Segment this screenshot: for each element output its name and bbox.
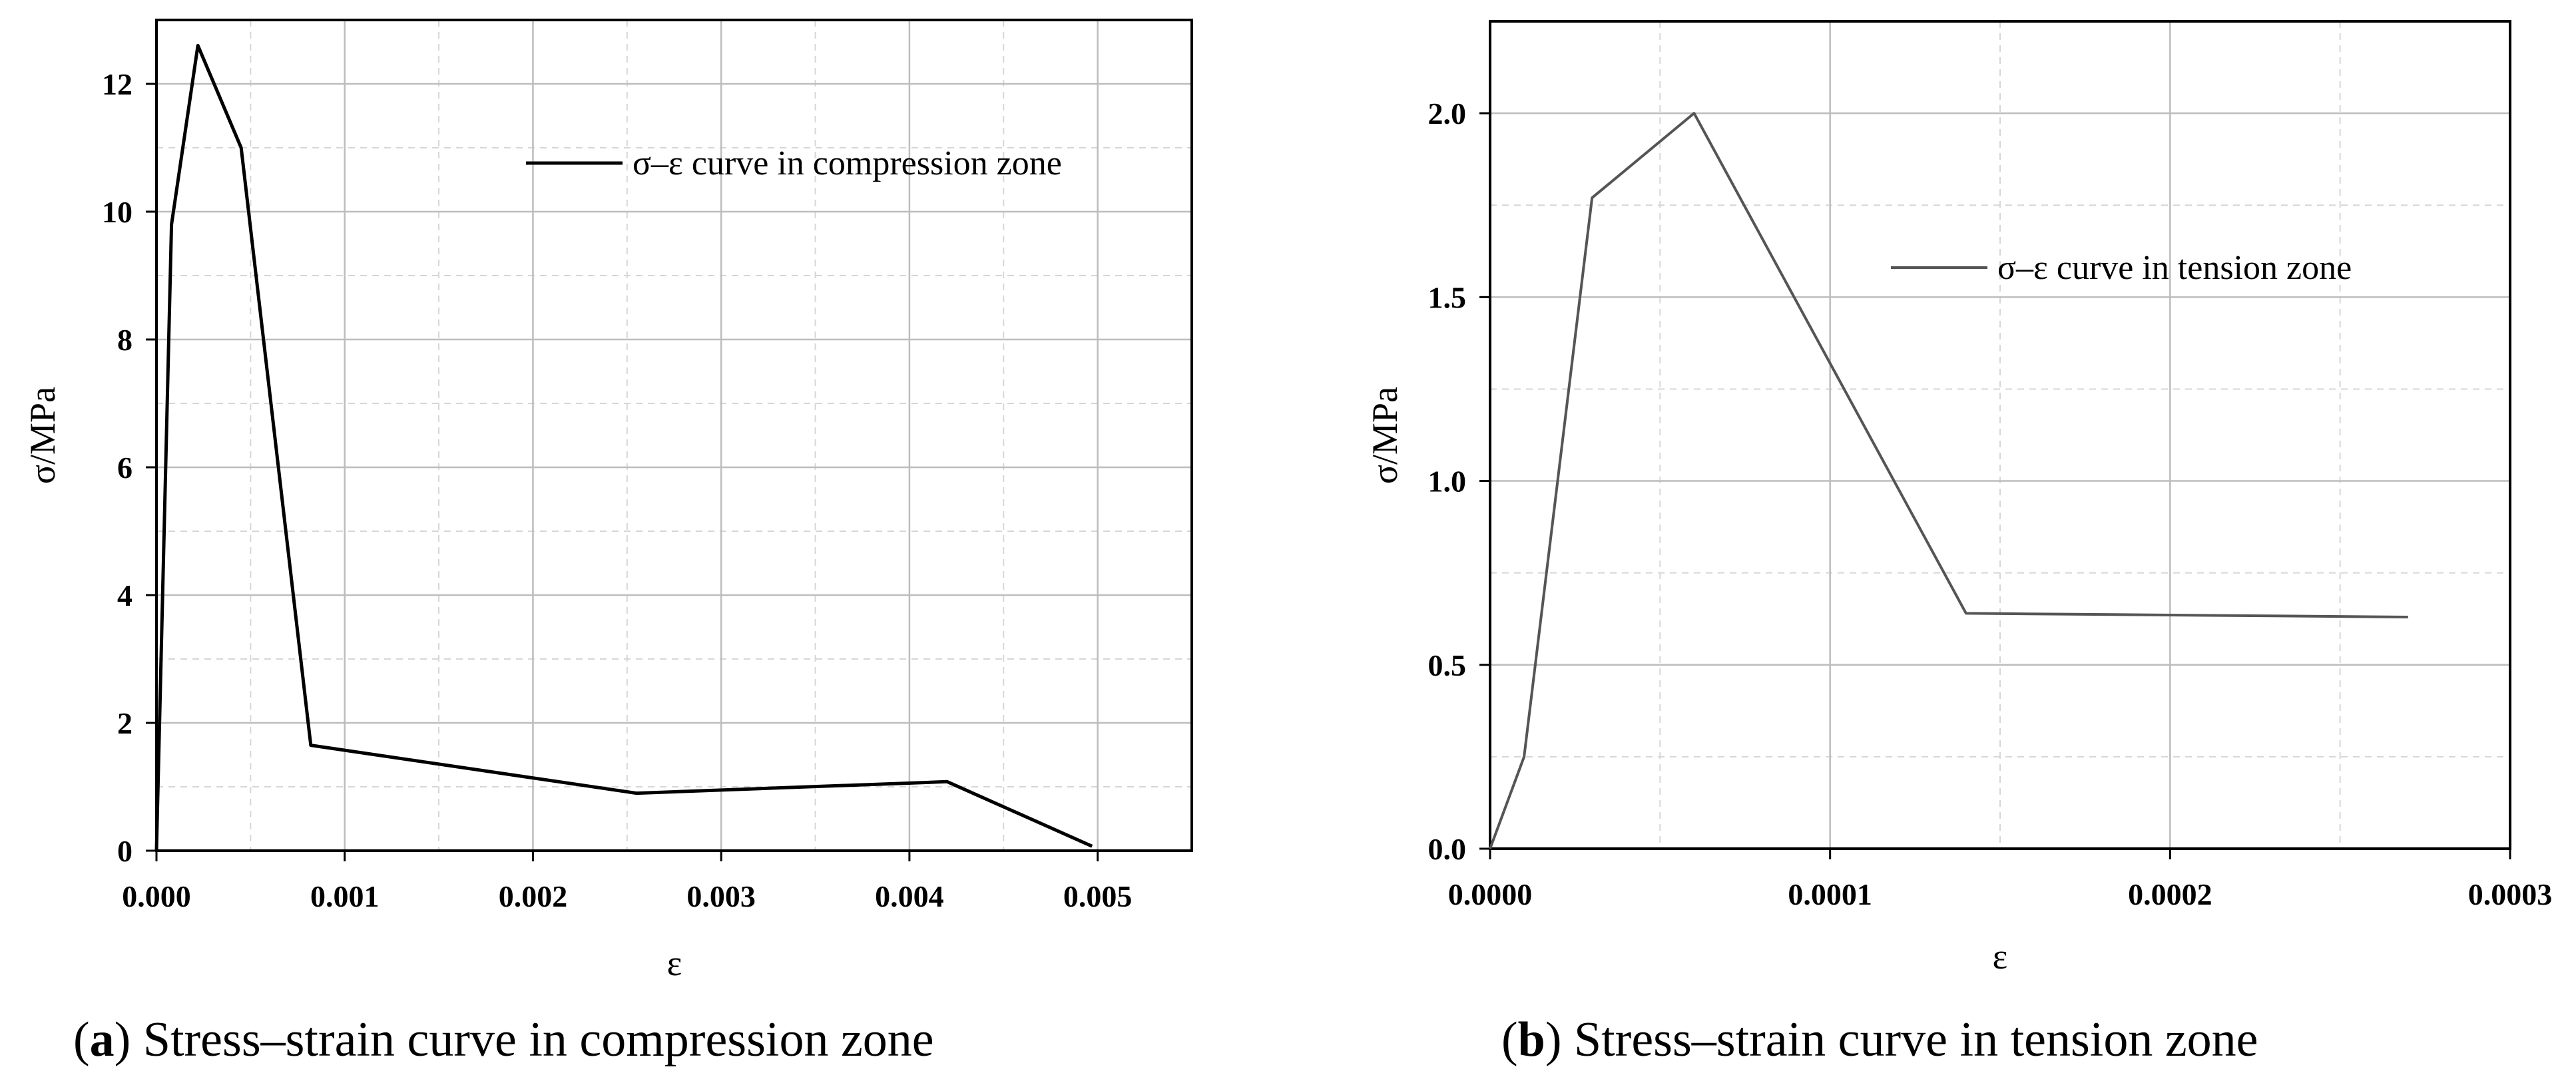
chart-b-y-tick-label-4: 2.0 (1428, 97, 1467, 130)
chart-a-x-tick-label-1: 0.001 (310, 879, 380, 913)
chart-b-y-tick-label-0: 0.0 (1428, 832, 1467, 866)
chart-a-y-tick-label-5: 10 (102, 195, 132, 229)
chart-a-y-tick-label-1: 2 (117, 706, 132, 740)
chart-a-x-tick-label-5: 0.005 (1063, 879, 1133, 913)
chart-a-x-tick-label-3: 0.003 (686, 879, 756, 913)
chart-b-x-tick-label-0: 0.0000 (1448, 877, 1533, 911)
chart-b-legend-label-0: σ–ε curve in tension zone (1997, 249, 2352, 287)
chart-a-series-line-0 (154, 43, 1093, 851)
chart-a-x-tick-label-4: 0.004 (875, 879, 944, 913)
chart-b: 0.0000 0.0001 0.0002 0.0003 0.0 0.5 1.0 1.5 2.0 ε… (1365, 20, 2553, 977)
chart-a: 0.000 0.001 0.002 0.003 0.004 0.005 0 2 4 6 8 10 12 ε… (23, 19, 1193, 983)
chart-a-y-axis-label: σ/MPa (23, 387, 63, 484)
caption-b-text: Stress–strain curve in tension zone (1573, 1012, 2258, 1067)
chart-a-y-tick-label-4: 8 (117, 323, 132, 357)
chart-a-y-tick-label-6: 12 (102, 67, 132, 101)
caption-a-tag: a (89, 1012, 115, 1067)
caption-b-close: ) (1545, 1012, 1574, 1067)
chart-b-x-tick-label-2: 0.0002 (2128, 877, 2212, 911)
chart-a-y-tick-label-3: 6 (117, 451, 132, 485)
caption-a: (a) Stress–strain curve in compression z… (73, 1006, 934, 1073)
caption-a-close: ) (114, 1012, 143, 1067)
chart-b-y-axis-label: σ/MPa (1365, 387, 1405, 484)
chart-a-x-axis-label: ε (667, 943, 682, 983)
chart-b-y-tick-label-2: 1.0 (1428, 465, 1467, 499)
chart-b-x-axis-label: ε (1993, 937, 2008, 977)
caption-b-tag: b (1517, 1012, 1545, 1067)
chart-a-frame (155, 19, 1193, 852)
caption-b-open: ( (1501, 1012, 1518, 1067)
chart-b-series-line-0 (1489, 112, 2408, 849)
chart-b-frame (1489, 20, 2511, 850)
caption-b: (b) Stress–strain curve in tension zone (1501, 1006, 2258, 1073)
chart-b-x-tick-label-1: 0.0001 (1788, 877, 1872, 911)
caption-a-text: Stress–strain curve in compression zone (142, 1012, 934, 1067)
caption-a-open: ( (73, 1012, 90, 1067)
chart-a-legend-label-0: σ–ε curve in compression zone (633, 144, 1062, 182)
chart-a-x-tick-label-2: 0.002 (499, 879, 568, 913)
chart-b-y-tick-label-3: 1.5 (1428, 280, 1467, 314)
chart-a-y-tick-label-2: 4 (117, 578, 132, 612)
chart-b-x-tick-label-3: 0.0003 (2468, 877, 2553, 911)
chart-a-x-tick-label-0: 0.000 (122, 879, 191, 913)
chart-b-y-tick-label-1: 0.5 (1428, 648, 1467, 682)
chart-a-y-tick-label-0: 0 (117, 834, 132, 868)
